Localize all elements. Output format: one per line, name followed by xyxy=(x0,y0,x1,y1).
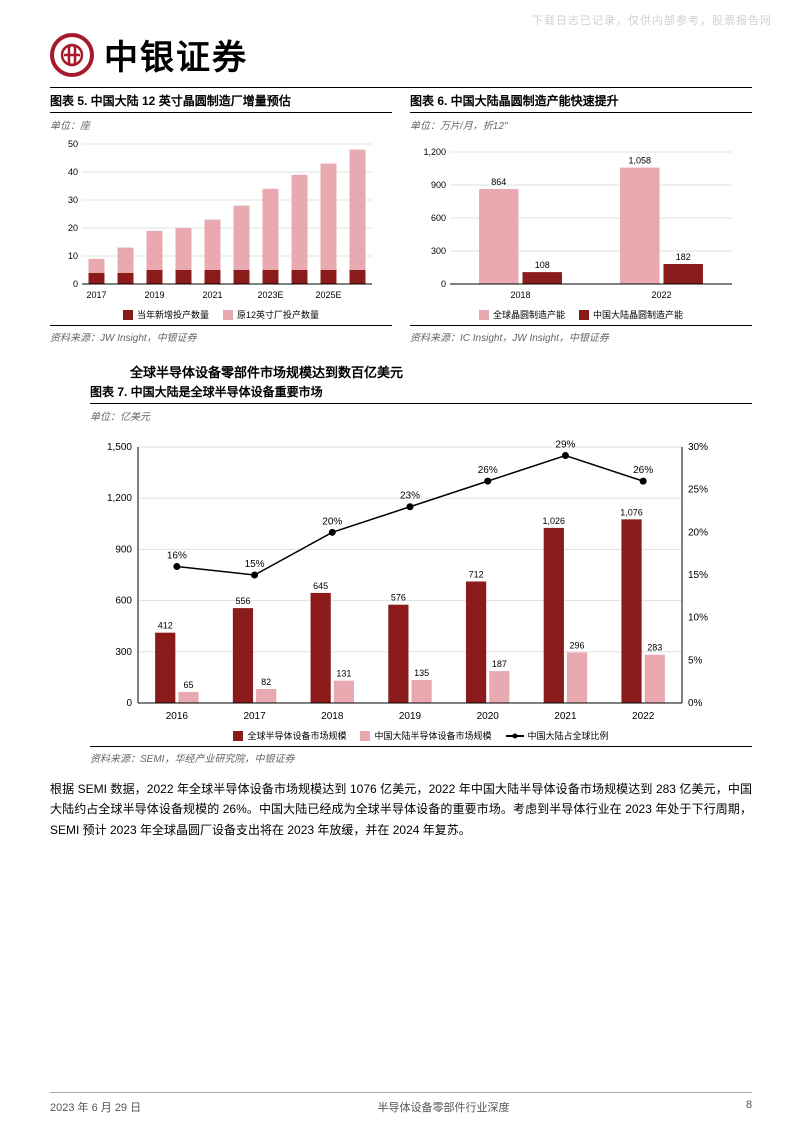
body-paragraph: 根据 SEMI 数据，2022 年全球半导体设备市场规模达到 1076 亿美元，… xyxy=(50,779,752,840)
svg-text:20%: 20% xyxy=(688,527,708,538)
footer: 2023 年 6 月 29 日 半导体设备零部件行业深度 8 xyxy=(50,1092,752,1115)
svg-text:300: 300 xyxy=(431,246,446,256)
svg-text:2018: 2018 xyxy=(321,711,344,722)
svg-text:30: 30 xyxy=(68,195,78,205)
svg-text:23%: 23% xyxy=(400,491,420,502)
legend-item: 原12英寸厂投产数量 xyxy=(223,308,319,321)
svg-text:25%: 25% xyxy=(688,485,708,496)
svg-text:1,058: 1,058 xyxy=(629,156,652,166)
chart6-unit: 单位：万片/月，折12" xyxy=(410,117,752,132)
footer-date: 2023 年 6 月 29 日 xyxy=(50,1099,141,1115)
svg-text:2025E: 2025E xyxy=(315,290,341,300)
legend-item: 中国大陆晶圆制造产能 xyxy=(579,308,683,321)
header-rule xyxy=(50,87,752,88)
svg-text:1,200: 1,200 xyxy=(423,147,446,157)
svg-text:1,500: 1,500 xyxy=(107,442,132,453)
legend-item: 当年新增投产数量 xyxy=(123,308,209,321)
svg-text:26%: 26% xyxy=(633,465,653,476)
svg-text:412: 412 xyxy=(158,621,173,631)
svg-text:0: 0 xyxy=(73,279,78,289)
legend-item: 全球半导体设备市场规模 xyxy=(233,729,346,742)
svg-text:645: 645 xyxy=(313,581,328,591)
brand-name: 中银证券 xyxy=(104,30,248,79)
svg-text:2019: 2019 xyxy=(399,711,422,722)
svg-text:82: 82 xyxy=(261,677,271,687)
svg-text:40: 40 xyxy=(68,167,78,177)
svg-text:15%: 15% xyxy=(688,570,708,581)
legend-item: 中国大陆占全球比例 xyxy=(506,729,609,742)
svg-text:10%: 10% xyxy=(688,613,708,624)
svg-text:300: 300 xyxy=(115,647,132,658)
svg-text:108: 108 xyxy=(535,260,550,270)
svg-text:182: 182 xyxy=(676,252,691,262)
svg-text:2019: 2019 xyxy=(144,290,164,300)
svg-text:0%: 0% xyxy=(688,698,703,709)
svg-text:2023E: 2023E xyxy=(257,290,283,300)
svg-text:187: 187 xyxy=(492,659,507,669)
chart5-unit: 单位：座 xyxy=(50,117,392,132)
svg-text:135: 135 xyxy=(414,668,429,678)
chart6-title: 图表 6. 中国大陆晶圆制造产能快速提升 xyxy=(410,92,752,113)
svg-text:900: 900 xyxy=(431,180,446,190)
svg-text:20: 20 xyxy=(68,223,78,233)
svg-text:2018: 2018 xyxy=(510,290,530,300)
brand-logo xyxy=(50,33,94,77)
legend-item: 全球晶圆制造产能 xyxy=(479,308,565,321)
svg-text:2021: 2021 xyxy=(202,290,222,300)
svg-text:556: 556 xyxy=(235,596,250,606)
chart7-title: 图表 7. 中国大陆是全球半导体设备重要市场 xyxy=(90,383,752,404)
legend-item: 中国大陆半导体设备市场规模 xyxy=(360,729,491,742)
svg-text:296: 296 xyxy=(570,640,585,650)
chart5-legend: 当年新增投产数量 原12英寸厂投产数量 xyxy=(50,308,392,321)
footer-title: 半导体设备零部件行业深度 xyxy=(377,1099,509,1115)
svg-text:2016: 2016 xyxy=(166,711,189,722)
svg-text:65: 65 xyxy=(183,680,193,690)
svg-text:1,076: 1,076 xyxy=(620,507,643,517)
chart5-source: 资料来源：JW Insight，中银证券 xyxy=(50,325,392,344)
svg-text:2020: 2020 xyxy=(477,711,500,722)
chart7-plot: 0 300 600 900 1,200 1,500 0% 5% 10% 15% 20% 25% 30% 4… xyxy=(90,427,752,727)
chart6-legend: 全球晶圆制造产能 中国大陆晶圆制造产能 xyxy=(410,308,752,321)
svg-text:900: 900 xyxy=(115,544,132,555)
svg-text:864: 864 xyxy=(491,177,506,187)
svg-text:50: 50 xyxy=(68,139,78,149)
chart6-plot: 0 300 600 900 1,200 864 108 2018 1,058 182 2022 xyxy=(410,136,752,306)
svg-text:26%: 26% xyxy=(478,465,498,476)
svg-text:2022: 2022 xyxy=(632,711,655,722)
section-title: 全球半导体设备零部件市场规模达到数百亿美元 xyxy=(130,362,752,381)
chart7-unit: 单位：亿美元 xyxy=(90,408,752,423)
chart7-legend: 全球半导体设备市场规模 中国大陆半导体设备市场规模 中国大陆占全球比例 xyxy=(90,729,752,742)
svg-text:2017: 2017 xyxy=(86,290,106,300)
svg-text:600: 600 xyxy=(431,213,446,223)
chart5-plot: 0 10 20 30 40 50 2017 2019 2021 2023E 2025E xyxy=(50,136,392,306)
svg-text:0: 0 xyxy=(126,698,132,709)
svg-text:5%: 5% xyxy=(688,655,703,666)
footer-page: 8 xyxy=(746,1099,752,1115)
chart5-container: 图表 5. 中国大陆 12 英寸晶圆制造厂增量预估 单位：座 0 10 20 30 40… xyxy=(50,92,392,344)
svg-text:0: 0 xyxy=(441,279,446,289)
svg-text:283: 283 xyxy=(647,643,662,653)
watermark: 下载日志已记录，仅供内部参考，股票报告网 xyxy=(532,12,772,28)
svg-text:2021: 2021 xyxy=(554,711,577,722)
header: 中银证券 xyxy=(50,30,752,79)
svg-text:10: 10 xyxy=(68,251,78,261)
svg-text:16%: 16% xyxy=(167,550,187,561)
svg-text:20%: 20% xyxy=(322,516,342,527)
svg-text:712: 712 xyxy=(469,569,484,579)
chart6-source: 资料来源：IC Insight，JW Insight，中银证券 xyxy=(410,325,752,344)
svg-text:131: 131 xyxy=(336,669,351,679)
chart5-title: 图表 5. 中国大陆 12 英寸晶圆制造厂增量预估 xyxy=(50,92,392,113)
svg-text:1,200: 1,200 xyxy=(107,493,132,504)
svg-text:29%: 29% xyxy=(555,440,575,451)
svg-text:576: 576 xyxy=(391,593,406,603)
svg-text:2017: 2017 xyxy=(243,711,266,722)
svg-text:600: 600 xyxy=(115,596,132,607)
svg-text:15%: 15% xyxy=(245,559,265,570)
svg-text:1,026: 1,026 xyxy=(543,516,566,526)
chart7-source: 资料来源：SEMI，华经产业研究院，中银证券 xyxy=(90,746,752,765)
svg-text:2022: 2022 xyxy=(651,290,671,300)
svg-text:30%: 30% xyxy=(688,442,708,453)
chart7-container: 图表 7. 中国大陆是全球半导体设备重要市场 单位：亿美元 0 300 600 900… xyxy=(90,383,752,765)
chart6-container: 图表 6. 中国大陆晶圆制造产能快速提升 单位：万片/月，折12" 0 300 60… xyxy=(410,92,752,344)
